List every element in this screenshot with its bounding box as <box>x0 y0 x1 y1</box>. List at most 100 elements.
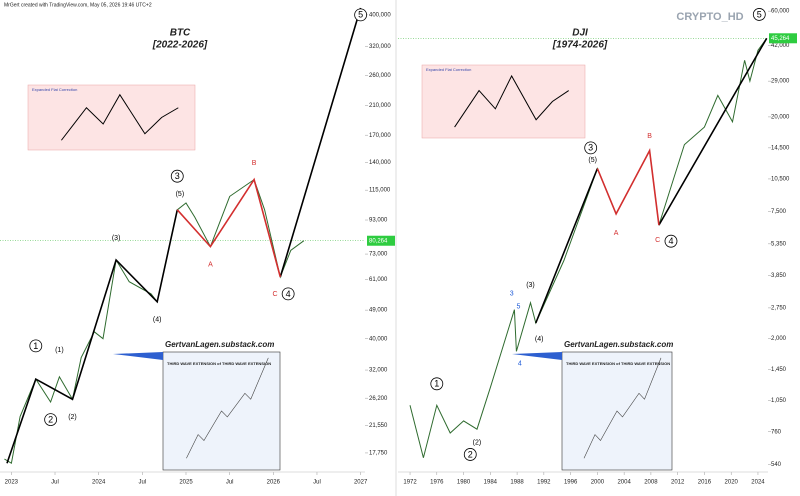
y-tick-label: 26,200 <box>369 396 388 402</box>
x-tick-label: Jul <box>226 480 234 486</box>
x-tick-label: 2004 <box>617 480 631 486</box>
chart-title: BTC <box>170 28 191 39</box>
wave-label: 1 <box>33 341 38 351</box>
wave-label: (3) <box>112 235 121 242</box>
wave-label: 5 <box>516 304 520 311</box>
y-tick-label: 1,050 <box>771 398 787 404</box>
y-tick-label: 10,500 <box>771 177 790 183</box>
wave-circle <box>281 287 295 301</box>
inset-title: GertvanLagen.substack.com <box>165 340 274 349</box>
wave-circle <box>29 339 43 353</box>
series-line <box>596 147 660 226</box>
y-tick-label: 5,350 <box>771 241 787 247</box>
last-price-box <box>367 235 395 246</box>
wave-circle <box>752 8 766 21</box>
inset-title: Expanded Flat Correction <box>426 67 471 72</box>
y-tick-label: 73,000 <box>369 252 388 258</box>
wave-label: A <box>208 261 213 268</box>
inset-pointer <box>512 352 562 360</box>
inset-wave <box>186 357 269 459</box>
wave-label: 3 <box>175 171 180 181</box>
y-tick-label: 760 <box>771 429 782 435</box>
x-tick-label: 2000 <box>591 480 605 486</box>
wave-label: 3 <box>510 291 514 298</box>
x-tick-label: 1988 <box>510 480 524 486</box>
y-tick-label: 170,000 <box>369 133 391 139</box>
wave-label: 1 <box>434 379 439 389</box>
x-tick-label: 1976 <box>430 480 444 486</box>
wave-circle <box>463 448 477 461</box>
last-price-box <box>769 33 797 44</box>
y-tick-label: 260,000 <box>369 73 391 79</box>
x-tick-label: 1980 <box>457 480 471 486</box>
series-line <box>6 7 362 464</box>
y-tick-label: 2,750 <box>771 305 787 311</box>
y-tick-label: 21,550 <box>369 423 388 429</box>
chart-subtitle: [1974-2026] <box>552 40 608 51</box>
x-tick-label: 2026 <box>267 480 281 486</box>
y-tick-label: 2,000 <box>771 336 787 342</box>
y-tick-label: 3,850 <box>771 273 787 279</box>
wave-label: 3 <box>588 143 593 153</box>
last-price-label: 45,264 <box>771 36 790 42</box>
wave-label: (4) <box>153 316 162 323</box>
inset-wave <box>454 74 569 128</box>
y-tick-label: 93,000 <box>369 218 388 224</box>
wave-label: 4 <box>668 236 673 246</box>
y-tick-label: 17,750 <box>369 451 388 457</box>
wave-label: C <box>655 237 660 244</box>
x-tick-label: 1984 <box>484 480 498 486</box>
series-line <box>535 37 768 324</box>
inset-title: Expanded Flat Correction <box>32 87 77 92</box>
wave-label: 2 <box>48 414 53 424</box>
y-tick-label: 115,000 <box>369 188 391 194</box>
wave-circle <box>664 234 678 248</box>
wave-label: 5 <box>757 9 762 19</box>
x-tick-label: 2023 <box>5 480 19 486</box>
inset-wave <box>61 93 179 141</box>
inset-wave <box>583 357 662 459</box>
wave-circle <box>44 413 58 426</box>
inset-box <box>27 84 196 151</box>
x-tick-label: 2020 <box>725 480 739 486</box>
watermark: CRYPTO_HD <box>676 11 743 23</box>
inset-box <box>421 64 586 139</box>
x-tick-label: 2024 <box>92 480 106 486</box>
wave-circle <box>354 8 368 22</box>
y-tick-label: 60,000 <box>771 9 790 15</box>
wave-label: B <box>647 133 652 140</box>
y-tick-label: 540 <box>771 462 782 468</box>
chart-title: DJI <box>572 28 588 39</box>
y-tick-label: 14,500 <box>771 145 790 151</box>
x-tick-label: 2027 <box>354 480 368 486</box>
y-tick-label: 42,000 <box>771 43 790 49</box>
wave-circle <box>430 377 444 391</box>
wave-label: B <box>252 160 257 167</box>
x-tick-label: 2024 <box>751 480 765 486</box>
x-tick-label: Jul <box>138 480 146 486</box>
wave-label: (3) <box>526 282 535 289</box>
wave-label: 5 <box>358 10 363 20</box>
wave-label: C <box>273 291 278 298</box>
y-tick-label: 1,450 <box>771 367 787 373</box>
y-tick-label: 49,000 <box>369 308 388 314</box>
y-tick-label: 29,000 <box>771 79 790 85</box>
y-tick-label: 40,000 <box>369 336 388 342</box>
y-tick-label: 320,000 <box>369 44 391 50</box>
wave-label: (5) <box>588 157 597 164</box>
x-tick-label: Jul <box>313 480 321 486</box>
wave-label: A <box>614 230 619 237</box>
x-tick-label: 2012 <box>671 480 685 486</box>
wave-label: 4 <box>286 289 291 299</box>
y-tick-label: 32,000 <box>369 368 388 374</box>
wave-label: (1) <box>55 347 64 354</box>
y-tick-label: 140,000 <box>369 160 391 166</box>
chart-subtitle: [2022-2026] <box>152 40 208 51</box>
wave-label: 2 <box>468 449 473 459</box>
y-tick-label: 400,000 <box>369 12 391 18</box>
inset-title: GertvanLagen.substack.com <box>564 340 673 349</box>
inset-subtitle: THIRD WAVE EXTENSION of THIRD WAVE EXTEN… <box>167 361 271 366</box>
series-line <box>176 177 282 278</box>
